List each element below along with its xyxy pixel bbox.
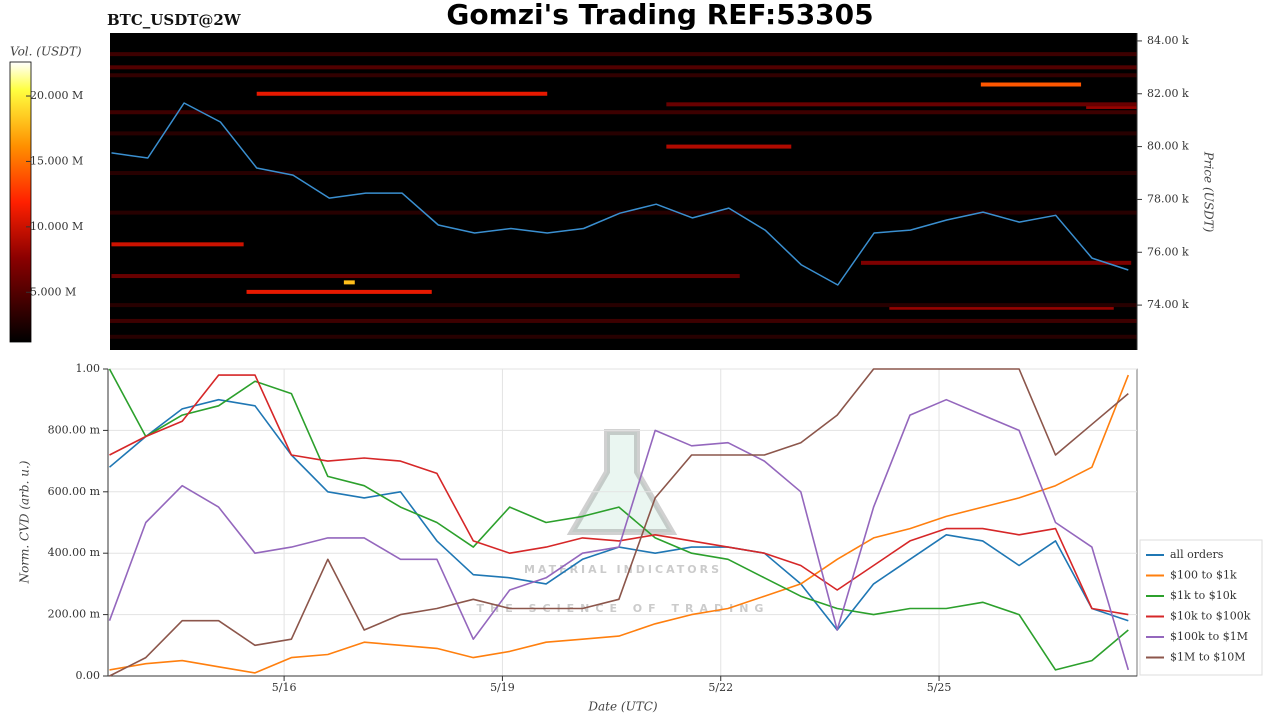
colorbar-tick-label: 5.000 M xyxy=(30,285,76,298)
liquidity-level xyxy=(1086,104,1137,109)
series-line xyxy=(109,374,1129,616)
liquidity-level xyxy=(110,110,1137,115)
y-tick-label: 80.00 k xyxy=(1147,140,1189,153)
legend-label: $1M to $10M xyxy=(1170,651,1246,664)
liquidity-level xyxy=(110,303,1137,308)
liquidity-level xyxy=(111,274,740,279)
legend-box xyxy=(1139,539,1263,676)
y-tick-label: 0.00 xyxy=(76,669,101,682)
liquidity-level xyxy=(110,131,1137,136)
colorbar-tick-label: 10.000 M xyxy=(30,220,83,233)
liquidity-level xyxy=(111,242,244,247)
y-tick-label: 1.00 xyxy=(76,362,101,375)
liquidity-level xyxy=(256,91,548,96)
watermark-icon xyxy=(566,429,678,535)
liquidity-level xyxy=(980,82,1082,87)
chart-subtitle: BTC_USDT@2W xyxy=(107,11,242,29)
colorbar-tick-label: 20.000 M xyxy=(30,89,83,102)
liquidity-level xyxy=(110,334,1137,339)
y-tick-label: 600.00 m xyxy=(48,485,101,498)
x-tick-label: 5/16 xyxy=(272,681,297,694)
colorbar xyxy=(9,61,32,343)
y-tick-label: 82.00 k xyxy=(1147,87,1189,100)
legend-label: all orders xyxy=(1170,548,1224,561)
legend-label: $1k to $10k xyxy=(1170,589,1237,602)
liquidity-level xyxy=(343,280,355,285)
y-tick-label: 78.00 k xyxy=(1147,192,1189,205)
y-axis-label: Norm. CVD (arb. u.) xyxy=(18,460,32,584)
liquidity-level xyxy=(110,73,1137,78)
watermark-subtitle: THE SCIENCE OF TRADING xyxy=(477,602,770,615)
chart-layer: 5.000 M 10.000 M 15.000 M 20.000 M 74.00 k 76… xyxy=(26,33,1263,694)
series-line xyxy=(108,398,1130,671)
liquidity-level xyxy=(861,260,1132,265)
x-tick-label: 5/25 xyxy=(927,681,952,694)
series-line xyxy=(108,368,1129,671)
liquidity-level xyxy=(110,65,1137,70)
liquidity-level xyxy=(110,318,1137,323)
y-tick-label: 400.00 m xyxy=(48,546,101,559)
series-line xyxy=(111,102,1129,286)
x-axis-label: Date (UTC) xyxy=(587,700,657,714)
liquidity-level xyxy=(246,289,432,294)
liquidity-level xyxy=(666,102,1137,107)
series-line xyxy=(109,368,1129,677)
watermark: MATERIAL INDICATORS THE SCIENCE OF TRADI… xyxy=(477,429,770,615)
heatmap-background xyxy=(110,33,1137,350)
x-tick-label: 5/19 xyxy=(490,681,515,694)
liquidity-level xyxy=(889,305,1114,310)
y-tick-label: 76.00 k xyxy=(1147,245,1189,258)
liquidity-level xyxy=(110,52,1137,57)
y-tick-label: 84.00 k xyxy=(1147,34,1189,47)
y-tick-label: 800.00 m xyxy=(48,423,101,436)
y-tick-label: 74.00 k xyxy=(1147,298,1189,311)
colorbar-tick-label: 15.000 M xyxy=(30,154,83,167)
colorbar-label: Vol. (USDT) xyxy=(10,45,82,59)
legend-label: $10k to $100k xyxy=(1170,610,1251,623)
legend-label: $100 to $1k xyxy=(1170,569,1237,582)
y-axis-label: Price (USDT) xyxy=(1202,151,1216,233)
x-tick-label: 5/22 xyxy=(708,681,733,694)
legend-label: $100k to $1M xyxy=(1170,630,1248,643)
series-line xyxy=(109,374,1130,674)
liquidity-level xyxy=(110,171,1137,176)
page-title: Gomzi's Trading REF:53305 xyxy=(446,0,873,31)
watermark-title: MATERIAL INDICATORS xyxy=(524,563,722,576)
liquidity-level xyxy=(666,144,792,149)
plot-area xyxy=(107,368,1138,677)
y-tick-label: 200.00 m xyxy=(48,608,101,621)
